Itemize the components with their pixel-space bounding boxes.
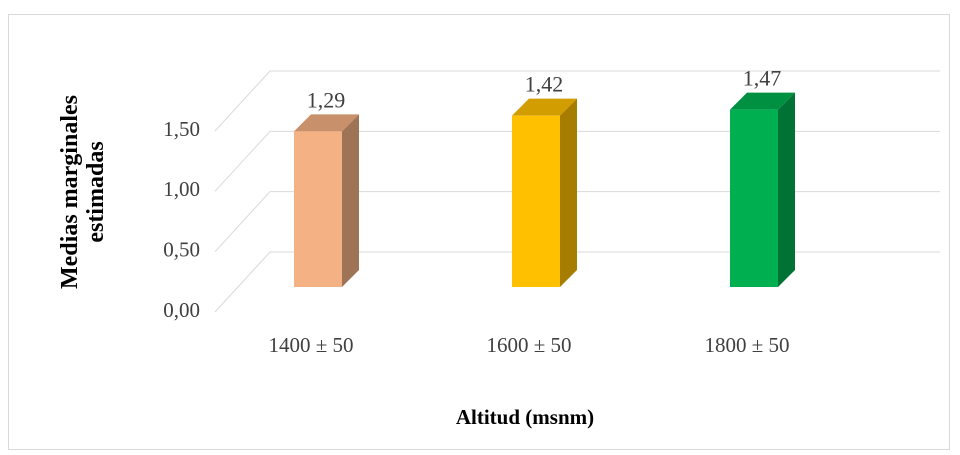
bar-top xyxy=(512,98,577,116)
bar-top xyxy=(294,114,359,132)
grid-line xyxy=(214,191,940,253)
x-tick-label: 1800 ± 50 xyxy=(704,333,789,357)
y-axis-label: Medias marginales estimadas xyxy=(57,95,109,289)
x-tick-label: 1400 ± 50 xyxy=(268,333,353,357)
y-tick-label: 0,00 xyxy=(163,298,200,322)
x-axis-label: Altitud (msnm) xyxy=(456,405,594,429)
grid-line xyxy=(214,70,940,132)
bar-side xyxy=(342,114,359,287)
bar-side xyxy=(560,98,577,287)
value-label: 1,42 xyxy=(525,72,564,97)
value-label: 1,29 xyxy=(307,87,346,112)
y-tick-label: 1,50 xyxy=(163,117,200,141)
grid-line xyxy=(214,251,940,313)
bar xyxy=(730,109,778,288)
y-tick-label: 0,50 xyxy=(163,237,200,261)
chart-border xyxy=(8,14,950,450)
grid-line xyxy=(214,130,940,192)
x-tick-label: 1600 ± 50 xyxy=(486,333,571,357)
y-tick-label: 1,00 xyxy=(163,177,200,201)
bar xyxy=(512,115,560,287)
bar xyxy=(294,131,342,287)
bar-top xyxy=(730,92,795,110)
value-label: 1,47 xyxy=(743,66,782,91)
bar-side xyxy=(778,92,795,288)
